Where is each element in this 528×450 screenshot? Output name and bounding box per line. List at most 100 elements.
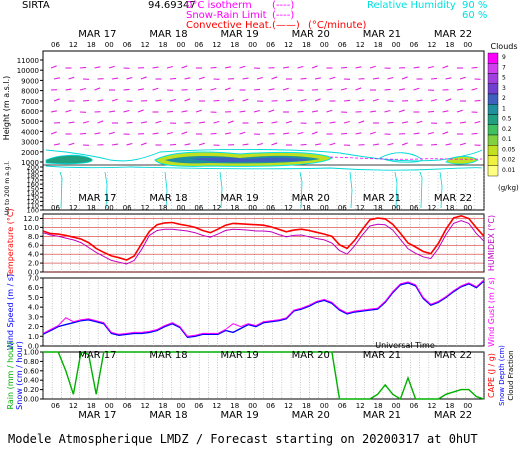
y-tick-label: 8000 (21, 88, 39, 96)
y-tick-label: 2.0 (28, 323, 39, 331)
wind-arrow (372, 143, 380, 146)
wind-arrow (384, 109, 391, 113)
wind-arrow (155, 120, 162, 124)
hour-label: 00 (392, 402, 401, 410)
hour-label: 06 (338, 204, 347, 212)
wind-arrow (94, 132, 101, 135)
hour-label: 00 (105, 41, 114, 49)
colorbar-swatch (487, 63, 499, 74)
wind-arrow (314, 98, 321, 102)
rh-contour (439, 171, 443, 209)
wind-arrow (82, 99, 90, 102)
y-tick-label: 2000 (21, 149, 39, 157)
hour-label: 18 (87, 402, 96, 410)
wind-arrow (224, 66, 231, 69)
hour-label: 00 (463, 204, 472, 212)
wind-arrow (169, 143, 177, 146)
rh-legend: Relative Humidity 90 %60 % (367, 0, 487, 21)
site-name: SIRTA (22, 0, 50, 11)
wind-arrow (355, 132, 362, 135)
day-label: MAR 18 (149, 410, 187, 421)
cloud-patch (45, 154, 93, 165)
hour-label: 06 (194, 402, 203, 410)
y-axis-label-right: CAPE (J / g) (487, 353, 496, 398)
hour-labels-top: 06 12 18 00 06 12 18 00 06 12 18 00 06 12 18 00 06 12 18 00… (51, 41, 472, 49)
wind-arrow (427, 131, 434, 135)
hour-label: 06 (266, 204, 275, 212)
wind-arrow (456, 109, 463, 113)
rh-value-60: 60 % (462, 10, 487, 21)
wind-arrow (387, 76, 394, 80)
wind-arrow (271, 142, 278, 146)
wind-arrow (111, 143, 119, 146)
wind-arrow (155, 99, 162, 102)
day-label: MAR 17 (78, 193, 116, 204)
wind-arrow (213, 99, 220, 102)
wind-arrow (268, 109, 275, 113)
wind-arrow (471, 132, 478, 135)
hour-label: 06 (194, 204, 203, 212)
y-tick-label: 150 (27, 185, 39, 193)
wind-arrow (326, 88, 333, 91)
wind-arrow (79, 87, 86, 91)
wind-arrow (355, 87, 362, 91)
day-label: MAR 21 (363, 193, 401, 204)
wind-arrow (369, 110, 377, 113)
y-tick-label: 1.00 (23, 349, 39, 357)
day-label: MAR 20 (292, 193, 330, 204)
wind-arrow (445, 77, 452, 80)
wind-arrow (456, 88, 464, 91)
y-tick-label: 10.0 (23, 224, 39, 232)
legend-label: Snow-Rain Limit (186, 10, 267, 21)
y-axis-label: Rain (mm / hour) (6, 341, 15, 409)
hour-label: 06 (51, 204, 60, 212)
hour-label: 00 (320, 41, 329, 49)
wind-arrow (442, 131, 449, 135)
hour-label: 06 (410, 41, 419, 49)
wind-arrow (53, 98, 60, 102)
series-line-wind-speed (42, 280, 485, 339)
rh-contour (349, 171, 353, 209)
wind-arrow (300, 98, 307, 102)
y-tick-label: 7000 (21, 98, 39, 106)
wind-arrow (445, 98, 452, 102)
colorbar-label: 0.01 (502, 167, 516, 174)
wind-arrow (355, 66, 362, 69)
wind-arrow (140, 121, 147, 124)
wind-arrow (239, 131, 246, 135)
day-label: MAR 19 (220, 410, 258, 421)
y-tick-label: 5.0 (28, 294, 39, 302)
wind-arrow (181, 65, 188, 69)
cloud-panel: 1000200030004000500060007000800090001000… (2, 50, 485, 215)
wind-arrow (413, 66, 420, 69)
hour-label: 00 (248, 204, 257, 212)
wind-arrow (256, 76, 263, 80)
y-tick-label: 9000 (21, 77, 39, 85)
wind-arrow (50, 65, 57, 69)
wind-arrow (282, 132, 290, 135)
y-tick-label: 6.0 (28, 242, 39, 250)
wind-arrow (311, 65, 318, 69)
wind-arrow (152, 66, 159, 69)
wind-arrow (123, 88, 130, 91)
wind-arrow (459, 142, 466, 146)
day-label: MAR 17 (78, 350, 116, 361)
y-tick-label: 5000 (21, 118, 39, 126)
series-line-humidex (42, 220, 485, 265)
day-label: MAR 21 (363, 29, 401, 40)
colorbar-swatch (487, 83, 499, 95)
hour-label: 12 (356, 41, 365, 49)
wind-arrow (474, 99, 481, 102)
rh-contour (419, 171, 423, 209)
wind-arrow (239, 65, 246, 69)
hour-label: 18 (230, 41, 239, 49)
wind-arrow (137, 109, 144, 113)
y-tick-label: 0.00 (23, 396, 39, 404)
colorbar-swatch (487, 52, 499, 64)
wind-arrow (224, 132, 231, 135)
y-tick-label: 100 (27, 207, 39, 215)
wind-arrow (198, 121, 206, 124)
hour-label: 00 (392, 41, 401, 49)
wind-arrow (398, 88, 405, 91)
